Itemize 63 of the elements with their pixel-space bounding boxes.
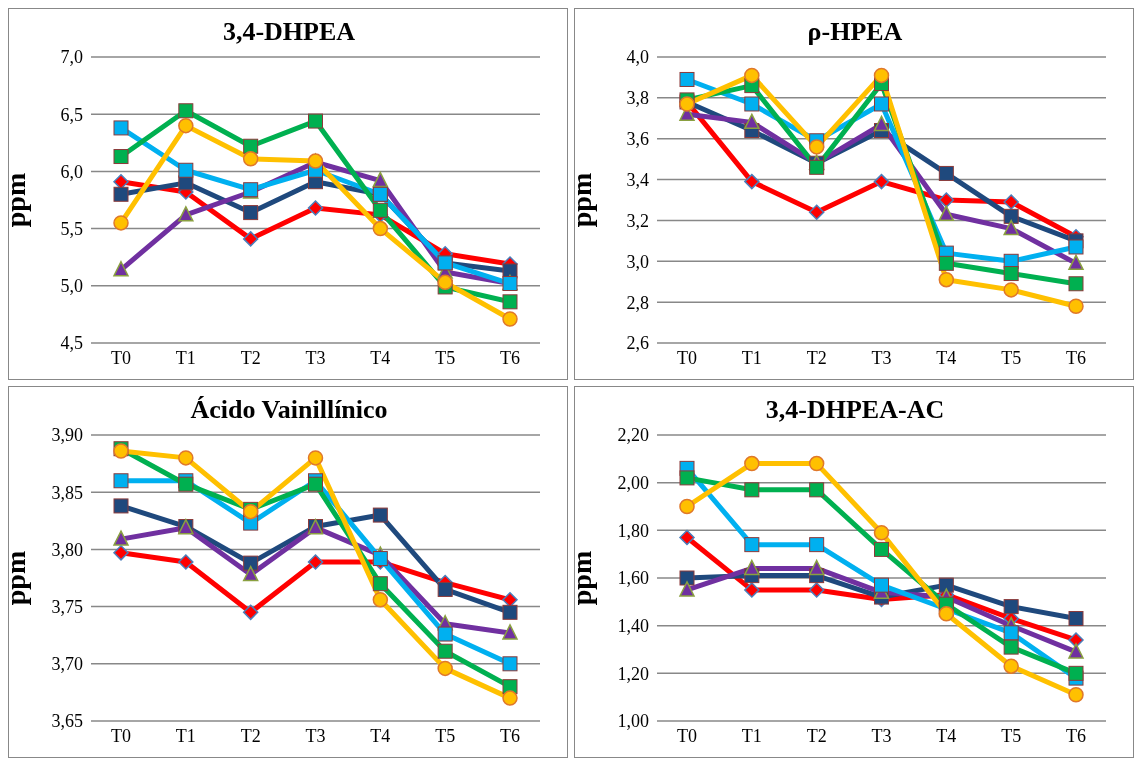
y-tick-label: 4,0 (626, 47, 649, 68)
x-tick-label: T0 (111, 347, 131, 368)
y-tick-label: 1,80 (617, 520, 649, 541)
chart-title: Ácido Vainillínico (189, 395, 389, 425)
x-tick-label: T2 (240, 347, 261, 368)
x-tick-label: T4 (936, 347, 957, 368)
x-tick-label: T5 (1001, 347, 1022, 368)
chart-title: 3,4-DHPEA (221, 17, 357, 47)
y-tick-label: 3,80 (51, 539, 83, 560)
x-tick-label: T6 (500, 347, 520, 368)
y-tick-label: 3,75 (51, 596, 83, 617)
x-tick-label: T1 (741, 347, 762, 368)
x-tick-label: T3 (305, 347, 326, 368)
y-tick-label: 3,65 (51, 711, 83, 732)
y-tick-label: 5,0 (60, 276, 83, 297)
x-tick-label: T0 (111, 725, 131, 746)
x-tick-label: T1 (175, 347, 196, 368)
y-tick-label: 1,40 (617, 616, 649, 637)
y-tick-label: 3,90 (51, 425, 83, 446)
y-tick-label: 4,5 (60, 333, 83, 354)
x-tick-label: T0 (677, 725, 697, 746)
x-tick-label: T6 (1066, 347, 1086, 368)
y-tick-label: 3,8 (626, 88, 649, 109)
y-tick-label: 2,00 (617, 473, 649, 494)
x-tick-label: T3 (871, 347, 892, 368)
y-axis-title: ppm (565, 172, 597, 228)
x-tick-label: T5 (435, 725, 456, 746)
y-tick-label: 3,4 (626, 169, 649, 190)
x-tick-label: T6 (500, 725, 520, 746)
x-tick-label: T2 (806, 725, 827, 746)
y-tick-label: 2,8 (626, 292, 649, 313)
y-tick-label: 3,6 (626, 129, 649, 150)
y-tick-label: 2,20 (617, 425, 649, 446)
x-tick-label: T5 (435, 347, 456, 368)
x-tick-label: T1 (175, 725, 196, 746)
y-tick-label: 3,0 (626, 251, 649, 272)
x-tick-label: T4 (370, 347, 391, 368)
y-axis-title: ppm (565, 550, 597, 606)
y-axis-title: ppm (0, 172, 31, 228)
y-tick-label: 6,0 (60, 161, 83, 182)
y-tick-label: 2,6 (626, 333, 649, 354)
y-tick-label: 1,00 (617, 711, 649, 732)
y-tick-label: 1,60 (617, 568, 649, 589)
x-tick-label: T4 (936, 725, 957, 746)
y-tick-label: 3,70 (51, 654, 83, 675)
y-tick-label: 3,2 (626, 210, 649, 231)
x-tick-label: T5 (1001, 725, 1022, 746)
x-tick-label: T4 (370, 725, 391, 746)
y-tick-label: 6,5 (60, 104, 83, 125)
y-axis-title: ppm (0, 550, 31, 606)
x-tick-label: T3 (305, 725, 326, 746)
y-tick-label: 1,20 (617, 663, 649, 684)
chart-title: ρ-HPEA (806, 17, 904, 47)
y-tick-label: 3,85 (51, 482, 83, 503)
x-tick-label: T3 (871, 725, 892, 746)
x-tick-label: T6 (1066, 725, 1086, 746)
y-tick-label: 7,0 (60, 47, 83, 68)
x-tick-label: T1 (741, 725, 762, 746)
x-tick-label: T2 (806, 347, 827, 368)
y-tick-label: 5,5 (60, 218, 83, 239)
x-tick-label: T0 (677, 347, 697, 368)
x-tick-label: T2 (240, 725, 261, 746)
chart-title: 3,4-DHPEA-AC (764, 395, 946, 425)
